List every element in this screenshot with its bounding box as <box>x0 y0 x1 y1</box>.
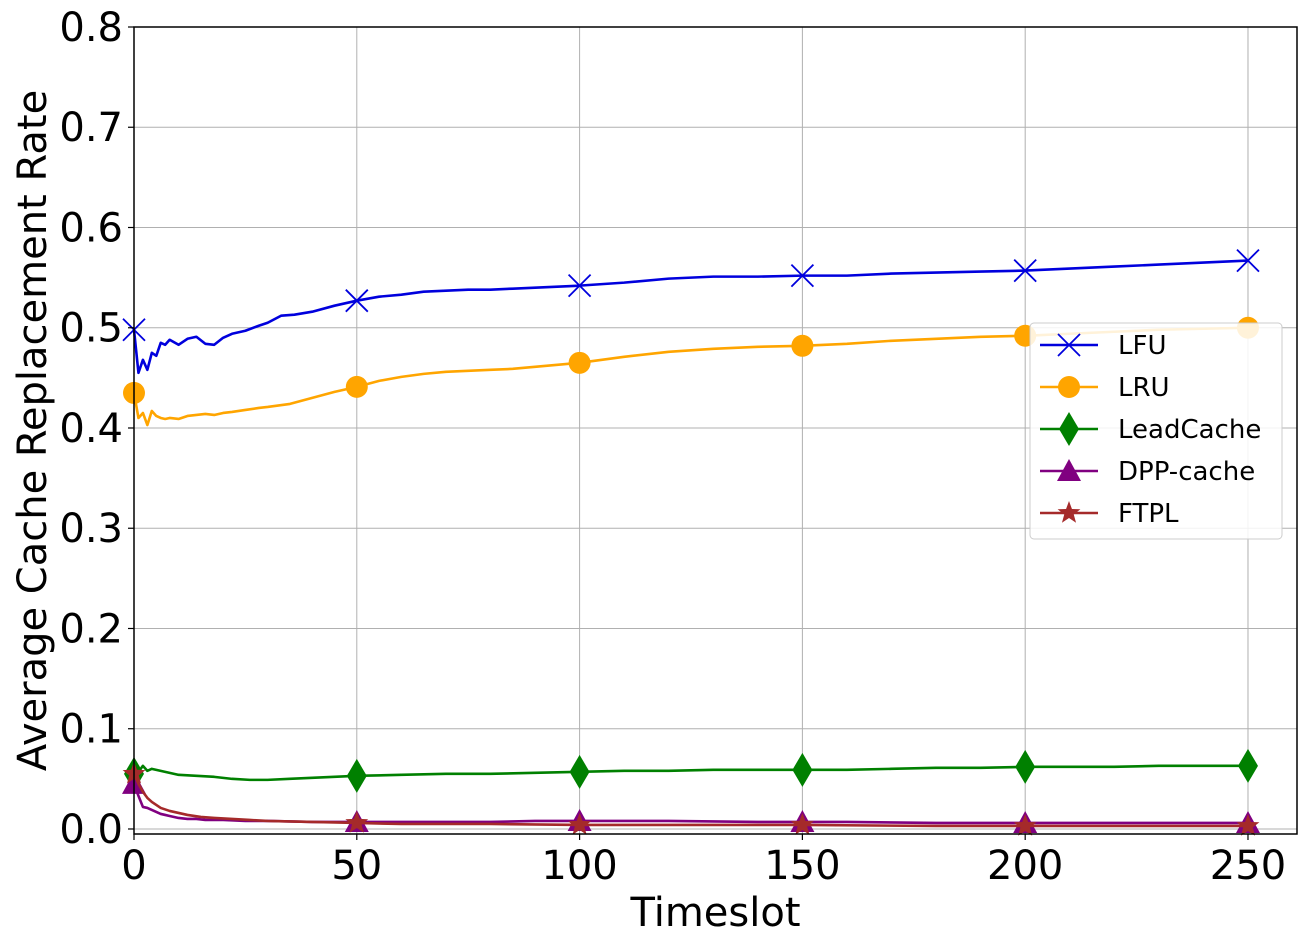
series-marker-lfu <box>790 263 815 288</box>
legend-label: LFU <box>1118 331 1166 361</box>
legend-box <box>1029 322 1283 540</box>
series-marker-lru <box>345 375 368 398</box>
series-marker-ftpl <box>568 812 592 835</box>
x-tick-label: 250 <box>1210 843 1286 889</box>
legend-marker <box>1057 459 1081 481</box>
series-marker-lfu <box>1013 258 1037 283</box>
legend-item-lru: LRU <box>1040 373 1170 403</box>
y-tick-label: 0.7 <box>59 105 123 151</box>
series-leadcache <box>124 748 1258 793</box>
series-marker-ftpl <box>790 812 814 835</box>
series-marker-leadcache <box>346 758 367 793</box>
series-line-lru <box>132 326 1249 427</box>
axis-ticks: 0 50 100 150 200 250 0.0 0.1 0.2 0.3 0.4 0.5 0.6 0.7 0… <box>59 5 1286 889</box>
series-marker-ftpl <box>345 810 369 833</box>
x-tick-label: 100 <box>541 843 617 889</box>
x-tick-label: 200 <box>987 843 1063 889</box>
x-tick-label: 150 <box>764 843 840 889</box>
legend-marker <box>1057 501 1081 523</box>
y-tick-label: 0.6 <box>59 205 123 251</box>
series-marker-lru <box>568 351 591 374</box>
series-marker-leadcache <box>792 752 813 787</box>
series-marker-leadcache <box>569 754 590 789</box>
legend-marker <box>1057 333 1081 357</box>
y-axis-title: Average Cache Replacement Rate <box>10 90 56 771</box>
series-line-dpp-cache <box>132 783 1248 825</box>
y-tick-label: 0.5 <box>59 306 123 352</box>
legend-item-lfu: LFU <box>1040 331 1166 361</box>
legend: LFU LRU LeadCache DPP-cache FTPL <box>1029 322 1283 540</box>
legend-label: LRU <box>1118 373 1170 403</box>
y-tick-label: 0.8 <box>59 5 123 51</box>
y-tick-label: 0.1 <box>59 707 123 753</box>
y-tick-label: 0.2 <box>59 606 123 652</box>
series-marker-lru <box>791 334 814 357</box>
series-marker-leadcache <box>1015 749 1036 784</box>
legend-label: LeadCache <box>1118 415 1261 445</box>
legend-label: FTPL <box>1118 499 1179 529</box>
series-marker-lfu <box>1236 248 1260 273</box>
series-marker-leadcache <box>1237 748 1258 783</box>
series-ftpl <box>122 761 1260 836</box>
series-line-leadcache <box>133 764 1248 782</box>
series-marker-lfu <box>567 274 592 298</box>
x-tick-label: 0 <box>121 843 146 889</box>
y-tick-label: 0.4 <box>59 406 123 452</box>
legend-item-dpp-cache: DPP-cache <box>1040 457 1255 487</box>
series-line-lfu <box>132 259 1249 375</box>
y-tick-label: 0.3 <box>59 506 123 552</box>
series-marker-ftpl <box>1013 813 1037 836</box>
y-tick-label: 0.0 <box>59 807 123 853</box>
x-tick-label: 50 <box>331 843 382 889</box>
series-marker-lfu <box>345 289 369 313</box>
legend-item-leadcache: LeadCache <box>1040 412 1261 446</box>
x-axis-title: Timeslot <box>630 890 801 936</box>
legend-marker <box>1059 412 1079 446</box>
series-line-ftpl <box>132 773 1248 828</box>
series-marker-ftpl <box>1236 813 1260 836</box>
legend-item-ftpl: FTPL <box>1040 499 1179 529</box>
plot-frame <box>133 26 1298 835</box>
legend-label: DPP-cache <box>1118 457 1255 487</box>
legend-marker <box>1058 376 1080 398</box>
